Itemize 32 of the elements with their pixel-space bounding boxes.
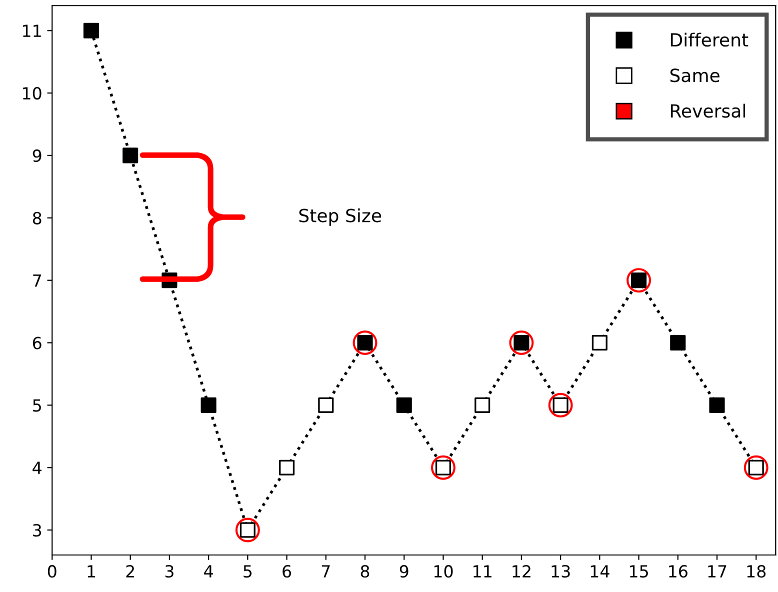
x-tick-label: 11: [474, 565, 492, 578]
x-tick-label: 13: [552, 565, 570, 578]
x-tick-label: 17: [708, 565, 726, 578]
legend-label: Different: [670, 32, 748, 47]
x-tick-label: 2: [126, 565, 134, 578]
legend-label: Same: [670, 68, 720, 82]
x-tick-label: 1: [88, 565, 95, 578]
x-tick-label: 4: [204, 565, 213, 578]
x-tick-label: 10: [434, 565, 453, 578]
x-tick-label: 5: [244, 565, 252, 578]
legend-label: Reversal: [670, 104, 746, 118]
y-tick-label: 6: [32, 336, 42, 350]
y-tick-label: 9: [32, 149, 42, 162]
y-tick-label: 11: [23, 24, 41, 37]
y-tick-label: 8: [32, 212, 42, 224]
x-tick-label: 14: [590, 565, 610, 578]
y-tick-label: 3: [33, 524, 42, 537]
y-tick-label: 7: [33, 274, 41, 287]
y-tick-label: 4: [32, 462, 42, 474]
y-tick-label: 5: [33, 399, 41, 412]
x-tick-label: 7: [322, 565, 330, 578]
x-tick-label: 15: [630, 565, 648, 578]
x-tick-label: 6: [282, 565, 292, 578]
x-tick-label: 16: [669, 565, 688, 578]
y-tick-label: 10: [23, 86, 42, 100]
x-tick-label: 12: [512, 565, 530, 578]
x-tick-label: 9: [400, 565, 408, 578]
x-tick-label: 8: [360, 565, 370, 578]
annotation: Step Size: [299, 208, 382, 226]
x-tick-label: 0: [48, 565, 56, 578]
x-tick-label: 18: [747, 565, 766, 578]
x-tick-label: 3: [165, 565, 174, 578]
